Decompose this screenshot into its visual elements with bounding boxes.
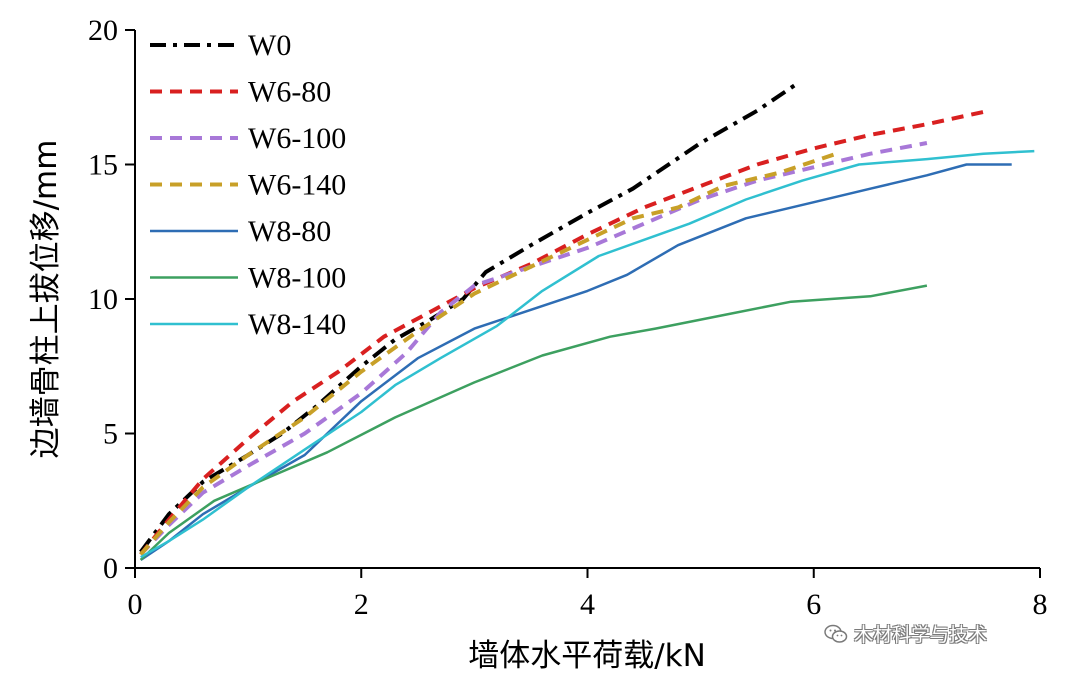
- legend-label-w8-100: W8-100: [248, 262, 346, 295]
- ticks: 0 2 4 6 8 0 5 10 15 20: [88, 14, 1048, 621]
- legend: W0 W6-80 W6-100 W6-140 W8-80 W8-100 W8-140: [150, 29, 346, 341]
- y-tick-label-3: 15: [88, 149, 118, 182]
- y-tick-label-2: 10: [88, 283, 118, 316]
- y-tick-label-1: 5: [103, 418, 118, 451]
- x-tick-label-0: 0: [128, 588, 143, 621]
- x-tick-label-2: 4: [580, 588, 595, 621]
- y-axis-title: 边墙骨柱上拔位移/mm: [28, 140, 64, 459]
- series-line-w0: [139, 82, 798, 554]
- series-line-w6-140: [139, 151, 838, 556]
- series-layer: [139, 82, 1035, 561]
- y-tick-label-0: 0: [103, 552, 118, 585]
- legend-label-w6-100: W6-100: [248, 122, 346, 155]
- legend-label-w6-80: W6-80: [248, 76, 331, 109]
- y-tick-label-4: 20: [88, 14, 118, 47]
- x-axis-title: 墙体水平荷载/kN: [468, 638, 706, 674]
- legend-label-w8-80: W8-80: [248, 215, 331, 248]
- series-line-w8-140: [140, 149, 1035, 559]
- legend-label-w8-140: W8-140: [248, 308, 346, 341]
- legend-label-w0: W0: [248, 29, 291, 62]
- series-line-w6-100: [139, 141, 928, 556]
- x-tick-label-4: 8: [1033, 588, 1048, 621]
- watermark: 木材科学与技术: [824, 620, 987, 647]
- watermark-text: 木材科学与技术: [854, 624, 988, 646]
- axes: [134, 30, 1040, 569]
- x-tick-label-1: 2: [354, 588, 369, 621]
- legend-label-w6-140: W6-140: [248, 169, 346, 202]
- wechat-icon: [824, 624, 848, 643]
- x-tick-label-3: 6: [806, 588, 821, 621]
- series-line-w8-100: [139, 284, 928, 561]
